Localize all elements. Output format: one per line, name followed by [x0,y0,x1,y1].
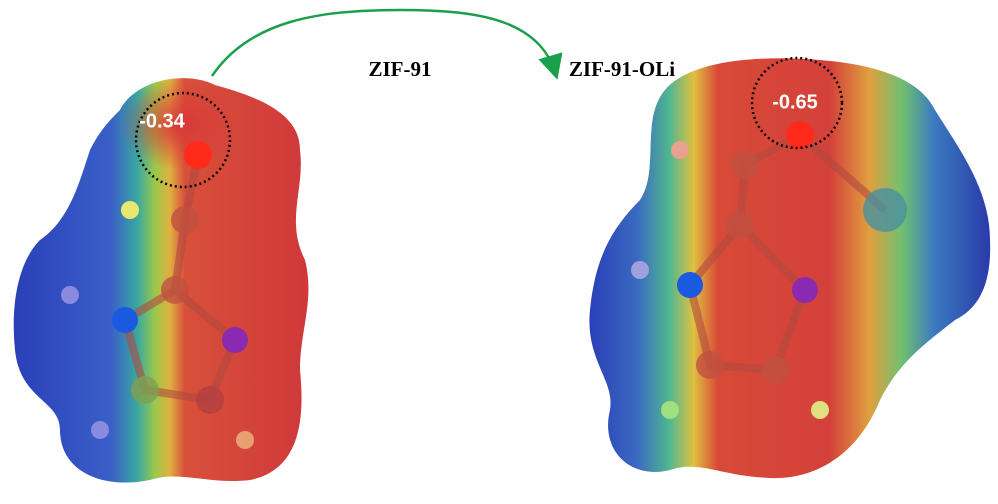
charge-label: -0.34 [139,110,185,132]
figure: -0.34 -0.65 ZIF-91 ZIF-91-OLi [0,0,998,504]
molecule-label: ZIF-91 [369,57,432,81]
surface-right [589,58,990,478]
charge-label: -0.65 [772,91,818,113]
molecule-label: ZIF-91-OLi [569,57,675,81]
page: -0.34 -0.65 ZIF-91 ZIF-91-OLi (() => { c… [0,0,998,504]
